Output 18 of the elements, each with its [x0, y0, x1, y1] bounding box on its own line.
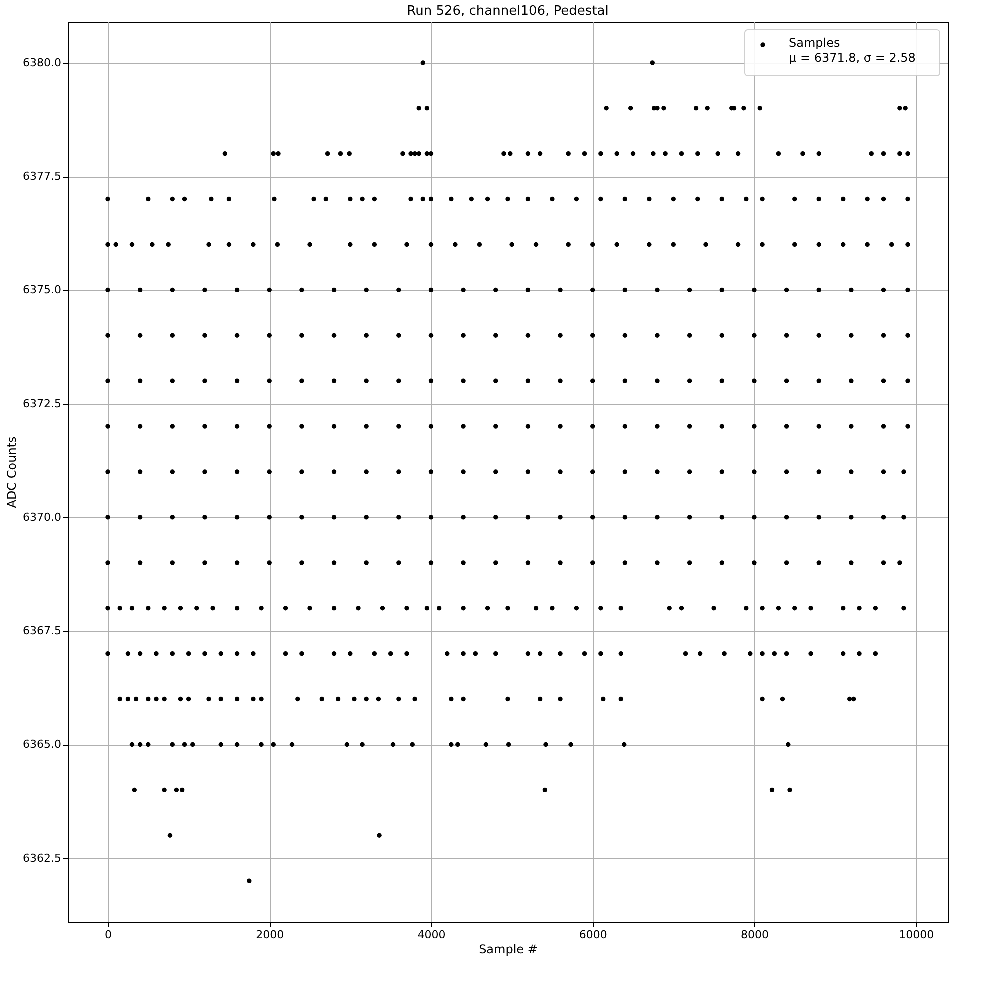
y-axis-title: ADC Counts: [5, 436, 20, 508]
x-axis-title: Sample #: [479, 942, 538, 956]
y-tick-label: 6380.0: [23, 56, 62, 70]
y-tick-label: 6365.0: [23, 738, 62, 752]
x-tick-label: 8000: [740, 928, 769, 942]
y-tick-label: 6370.0: [23, 510, 62, 524]
y-tick-label: 6362.5: [23, 852, 62, 865]
y-tick-label: 6375.0: [23, 284, 62, 297]
x-tick-label: 4000: [418, 928, 446, 942]
x-tick-label: 2000: [256, 928, 284, 942]
x-tick-label: 0: [105, 928, 112, 942]
legend-label: Samples μ = 6371.8, σ = 2.58: [789, 36, 916, 65]
x-tick-label: 6000: [579, 928, 608, 942]
y-tick-label: 6367.5: [23, 624, 62, 638]
y-tick-label: 6377.5: [23, 170, 62, 184]
chart-title: Run 526, channel106, Pedestal: [407, 4, 609, 19]
x-tick-label: 10000: [899, 928, 934, 942]
y-tick-label: 6372.5: [23, 397, 62, 410]
